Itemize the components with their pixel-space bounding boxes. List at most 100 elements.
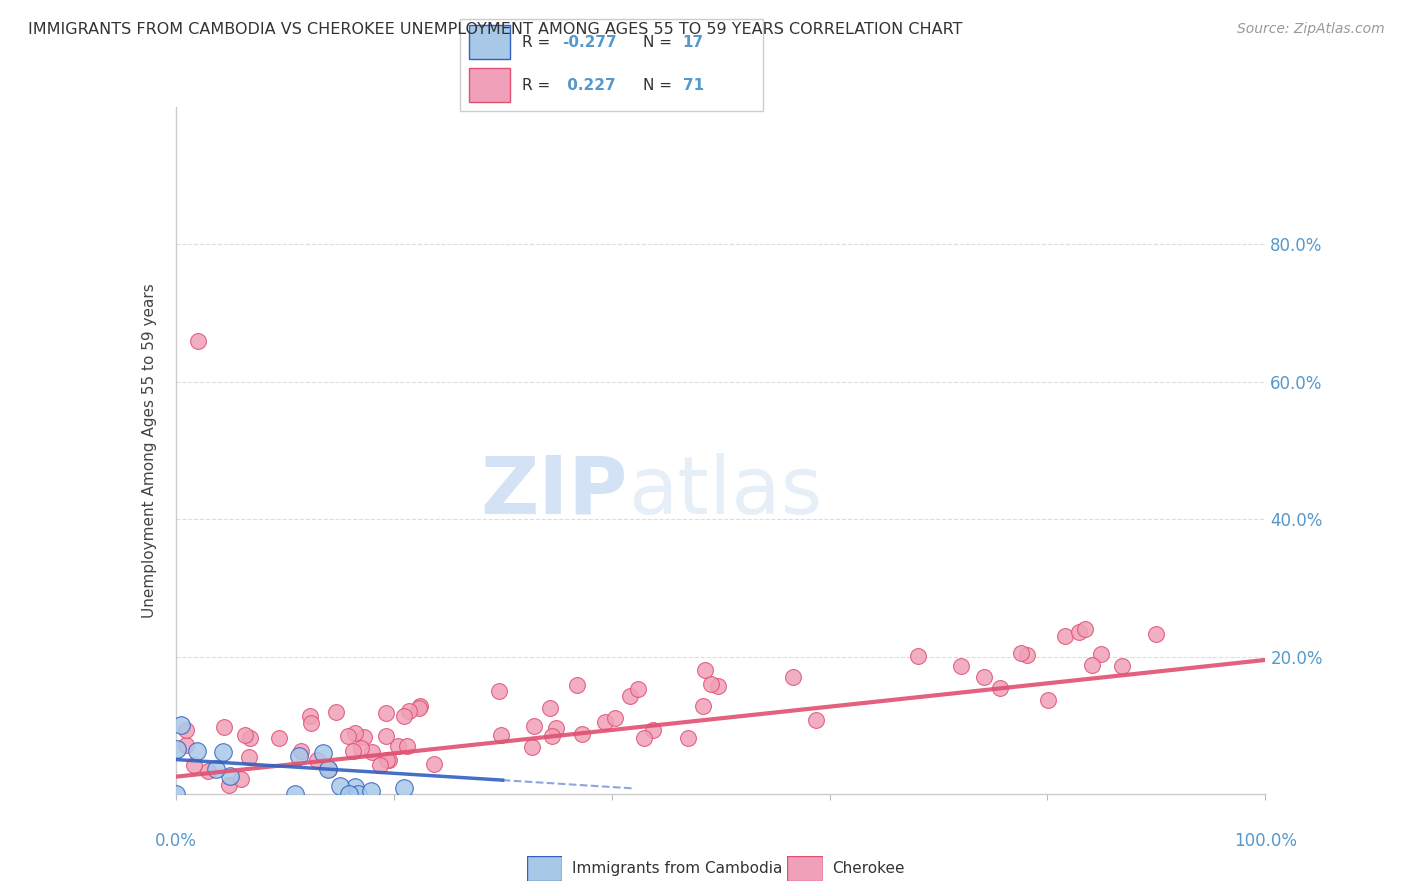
Point [350, 740, 373, 755]
Text: ZIP: ZIP [481, 452, 628, 531]
Point [398, 704, 420, 718]
Point [370, 757, 392, 772]
Point [229, 772, 252, 786]
Point [567, 678, 589, 692]
Point [907, 649, 929, 664]
Text: 0.227: 0.227 [562, 78, 616, 93]
Point [186, 744, 208, 758]
Text: N =: N = [643, 78, 676, 93]
Text: 71: 71 [683, 78, 704, 93]
Point [233, 727, 256, 741]
Point [183, 757, 205, 772]
Point [290, 744, 312, 758]
Point [1146, 627, 1168, 641]
Point [409, 699, 432, 714]
Point [1010, 647, 1032, 661]
Text: -0.277: -0.277 [562, 35, 617, 50]
Point [488, 683, 510, 698]
Point [336, 729, 359, 743]
Point [344, 780, 367, 794]
Point [205, 762, 228, 776]
Point [165, 787, 187, 801]
Point [950, 659, 973, 673]
Point [541, 729, 564, 743]
Point [538, 701, 561, 715]
Point [973, 670, 995, 684]
Point [166, 741, 188, 756]
Point [343, 726, 366, 740]
Point [353, 731, 375, 745]
Point [1054, 629, 1077, 643]
Point [603, 711, 626, 725]
Point [239, 731, 262, 746]
Point [360, 745, 382, 759]
Text: N =: N = [643, 35, 676, 50]
Point [627, 681, 650, 696]
Point [1090, 648, 1112, 662]
Point [641, 723, 664, 737]
Point [197, 764, 219, 778]
Point [329, 779, 352, 793]
Point [544, 721, 567, 735]
Point [1015, 648, 1038, 662]
Text: IMMIGRANTS FROM CAMBODIA VS CHEROKEE UNEMPLOYMENT AMONG AGES 55 TO 59 YEARS CORR: IMMIGRANTS FROM CAMBODIA VS CHEROKEE UNE… [28, 22, 963, 37]
Point [695, 664, 717, 678]
Point [218, 778, 240, 792]
Bar [470, 69, 509, 103]
Point [1073, 622, 1095, 636]
Point [700, 677, 723, 691]
Point [298, 709, 321, 723]
Point [374, 729, 396, 743]
Point [347, 787, 370, 801]
Point [1069, 625, 1091, 640]
Point [522, 739, 544, 754]
Text: 17: 17 [683, 35, 704, 50]
Point [806, 713, 828, 727]
Point [489, 728, 512, 742]
Point [342, 743, 364, 757]
Text: Source: ZipAtlas.com: Source: ZipAtlas.com [1237, 22, 1385, 37]
Point [387, 739, 409, 754]
Text: R =: R = [522, 35, 555, 50]
Text: Immigrants from Cambodia: Immigrants from Cambodia [572, 862, 783, 876]
Point [311, 746, 333, 760]
Point [170, 718, 193, 732]
Point [394, 709, 416, 723]
Point [988, 681, 1011, 695]
Point [692, 698, 714, 713]
Point [218, 769, 240, 783]
Bar [470, 25, 509, 59]
Point [633, 731, 655, 745]
Point [337, 787, 360, 801]
Point [378, 753, 401, 767]
Point [1038, 693, 1060, 707]
Point [316, 762, 339, 776]
Point [523, 719, 546, 733]
Point [305, 753, 328, 767]
Point [284, 787, 307, 801]
Point [374, 706, 396, 721]
Point [423, 756, 446, 771]
Point [212, 745, 235, 759]
Point [299, 715, 322, 730]
Point [267, 731, 290, 745]
Point [174, 723, 197, 737]
Text: atlas: atlas [628, 452, 823, 531]
Point [318, 762, 340, 776]
Point [782, 670, 804, 684]
Point [287, 749, 309, 764]
Point [394, 780, 416, 795]
Point [396, 739, 419, 754]
Point [707, 679, 730, 693]
Point [1081, 658, 1104, 673]
Point [186, 334, 209, 348]
Point [676, 731, 699, 746]
Text: R =: R = [522, 78, 555, 93]
FancyBboxPatch shape [460, 19, 763, 111]
Text: 100.0%: 100.0% [1234, 831, 1296, 850]
Point [174, 738, 197, 752]
Point [360, 784, 382, 798]
Y-axis label: Unemployment Among Ages 55 to 59 years: Unemployment Among Ages 55 to 59 years [142, 283, 157, 618]
Point [238, 749, 260, 764]
Text: 0.0%: 0.0% [155, 831, 197, 850]
